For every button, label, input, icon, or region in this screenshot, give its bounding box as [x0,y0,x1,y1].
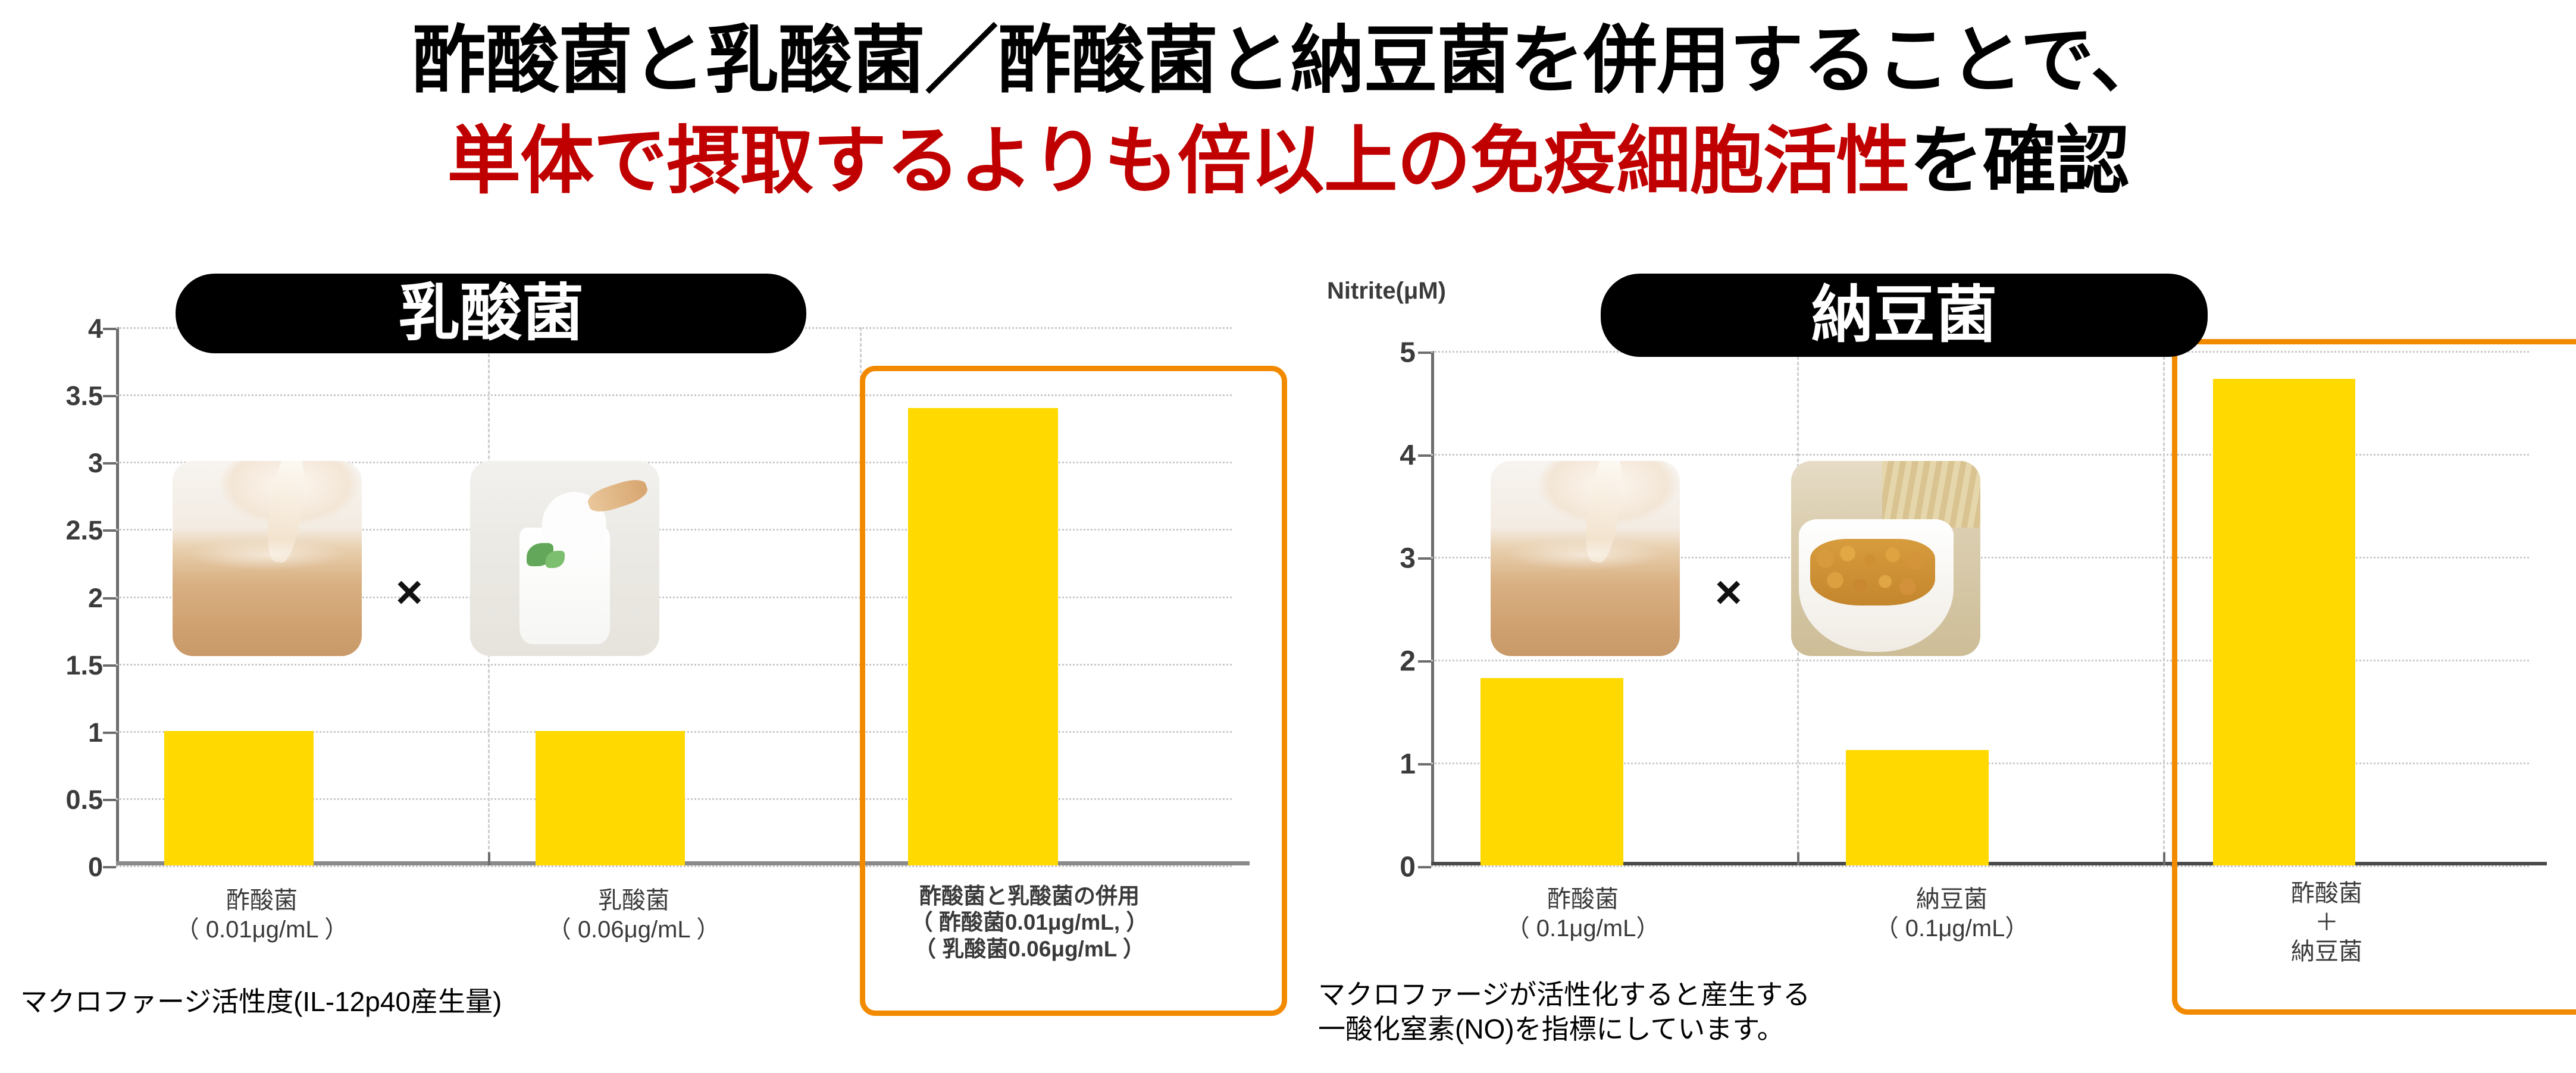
yogurt-photo-left [470,461,659,656]
bar-left-1 [536,730,686,865]
ytick-left-0: 0 [87,852,103,882]
vinegar-photo-right [1491,461,1680,656]
title-line-1: 酢酸菌と乳酸菌／酢酸菌と納豆菌を併用することで、 [412,20,2164,102]
ytick-left-3: 3 [87,448,103,479]
caption-left: マクロファージ活性度(IL-12p40産生量) [20,986,502,1017]
title-suffix-black: を確認 [1909,120,2130,202]
ytick-right-4: 4 [1400,440,1416,472]
ytick-right-5: 5 [1400,337,1416,369]
xlabel-left-0: 酢酸菌 （ 0.01μg/mL ） [175,887,349,943]
ytick-right-1: 1 [1400,748,1416,780]
ytick-left-4: 4 [87,313,103,344]
title-highlight-red: 単体で摂取するよりも倍以上の免疫細胞活性 [447,120,1910,202]
times-icon-left: × [396,566,423,618]
x-axis-line-right [1431,862,2547,865]
bar-right-2 [2212,378,2356,865]
xlabel-right-1: 納豆菌 （ 0.1μg/mL） [1874,886,2029,942]
bar-right-0 [1481,678,1623,865]
ytick-right-3: 3 [1400,542,1416,575]
axis-unit-right: Nitrite(μM) [1327,278,1446,304]
bar-left-0 [164,730,314,865]
xlabel-right-2: 酢酸菌 ＋ 納豆菌 [2291,880,2362,965]
bar-left-2 [908,407,1058,865]
ytick-left-3_5: 3.5 [65,381,103,412]
title-line-2: 単体で摂取するよりも倍以上の免疫細胞活性を確認 [0,111,2576,212]
plot-area-natto: 5 4 3 2 1 0 [1400,337,2547,883]
ytick-right-0: 0 [1400,851,1416,883]
xlabel-left-2: 酢酸菌と乳酸菌の併用 （ 酢酸菌0.01μg/mL, ） （ 乳酸菌0.06μg… [910,884,1148,961]
y-axis-line-right [1431,351,1434,865]
times-icon-right: × [1715,566,1742,618]
bar-right-1 [1846,750,1989,865]
natto-photo-right [1791,461,1980,656]
ytick-left-2: 2 [87,582,103,613]
ytick-right-2: 2 [1400,645,1416,677]
page-title: 酢酸菌と乳酸菌／酢酸菌と納豆菌を併用することで、 単体で摂取するよりも倍以上の免… [0,11,2576,211]
ytick-left-1_5: 1.5 [65,650,103,680]
vinegar-photo-left [173,461,362,656]
badge-lactic: 乳酸菌 [176,274,806,353]
badge-natto: 納豆菌 [1601,274,2208,357]
plot-area-lactic: 4 3.5 3 2.5 2 1.5 1 0.5 0 [65,313,1250,882]
ytick-left-1: 1 [87,717,103,748]
xlabel-left-1: 乳酸菌 （ 0.06μg/mL ） [547,887,721,943]
ytick-left-2_5: 2.5 [65,515,103,546]
caption-right: マクロファージが活性化すると産生する 一酸化窒素(NO)を指標にしています。 [1318,979,1811,1044]
xlabel-right-0: 酢酸菌 （ 0.1μg/mL） [1505,886,1660,942]
ytick-left-0_5: 0.5 [65,784,103,815]
